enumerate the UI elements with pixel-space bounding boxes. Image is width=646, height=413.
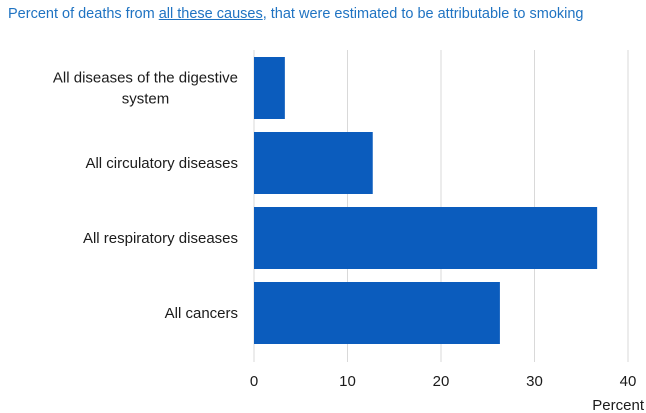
bars <box>254 57 598 344</box>
category-label: All circulatory diseases <box>85 155 238 172</box>
chart-title-prefix: Percent of deaths from <box>8 6 159 22</box>
category-label-line: All cancers <box>165 305 238 322</box>
x-tick-label: 30 <box>526 373 543 390</box>
category-label-line: system <box>122 91 170 108</box>
bar <box>254 57 285 119</box>
chart-title-suffix: , that were estimated to be attributable… <box>262 6 584 22</box>
category-label: All respiratory diseases <box>83 230 238 247</box>
bar <box>254 207 598 269</box>
chart-title: Percent of deaths from all these causes,… <box>8 6 608 23</box>
category-label-line: All circulatory diseases <box>85 155 238 172</box>
category-labels: All diseases of the digestive system All c… <box>53 70 238 323</box>
category-label: All diseases of the digestive system <box>53 70 238 108</box>
title-link[interactable]: all these causes <box>158 6 263 22</box>
bar <box>254 282 500 344</box>
bar <box>254 132 373 194</box>
category-label-line: All respiratory diseases <box>83 230 238 247</box>
x-tick-labels: 0 10 20 30 40 <box>250 373 637 390</box>
x-tick-label: 40 <box>620 373 637 390</box>
category-label: All cancers <box>165 305 238 322</box>
x-tick-label: 20 <box>433 373 450 390</box>
x-tick-label: 10 <box>339 373 356 390</box>
x-tick-label: 0 <box>250 373 258 390</box>
category-label-line: All diseases of the digestive <box>53 70 238 87</box>
x-axis-title: Percent <box>592 397 645 413</box>
